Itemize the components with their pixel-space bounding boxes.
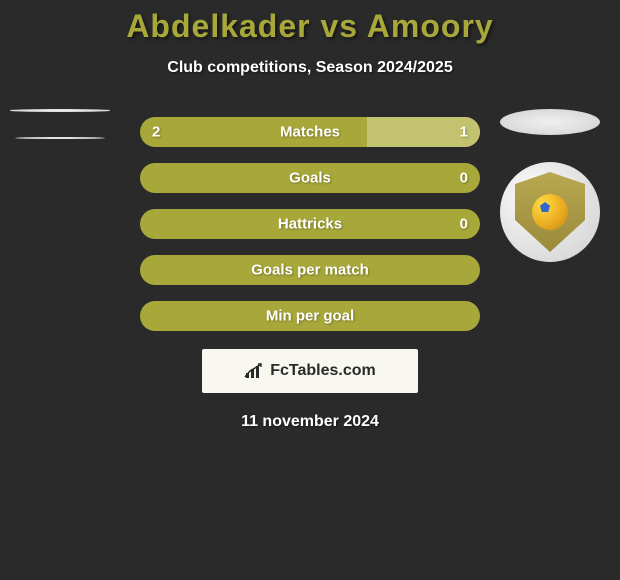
stat-row: 2 Matches 1 — [140, 117, 480, 147]
page-subtitle: Club competitions, Season 2024/2025 — [0, 59, 620, 77]
chart-icon — [244, 363, 264, 379]
date-label: 11 november 2024 — [0, 413, 620, 431]
page-title: Abdelkader vs Amoory — [0, 8, 620, 45]
stat-left-value: 2 — [152, 124, 160, 141]
shield-icon — [515, 172, 585, 252]
watermark: FcTables.com — [202, 349, 418, 393]
stat-row: Goals per match — [140, 255, 480, 285]
stat-row: Hattricks 0 — [140, 209, 480, 239]
team-logo — [500, 162, 600, 262]
stat-label: Min per goal — [266, 308, 354, 325]
right-player-badge — [500, 109, 600, 135]
placeholder-icon — [500, 109, 600, 135]
placeholder-icon — [10, 109, 110, 112]
header: Abdelkader vs Amoory Club competitions, … — [0, 0, 620, 77]
stat-right-value: 1 — [460, 124, 468, 141]
stat-label: Hattricks — [278, 216, 342, 233]
stat-row: Goals 0 — [140, 163, 480, 193]
stat-label: Matches — [280, 124, 340, 141]
placeholder-icon — [15, 137, 105, 139]
stat-right-value: 0 — [460, 216, 468, 233]
watermark-text: FcTables.com — [270, 362, 376, 380]
stat-row: Min per goal — [140, 301, 480, 331]
stat-label: Goals per match — [251, 262, 369, 279]
left-player-badge — [10, 109, 110, 139]
stat-right-value: 0 — [460, 170, 468, 187]
stat-label: Goals — [289, 170, 331, 187]
stats-container: 2 Matches 1 Goals 0 Hattricks 0 Goals per match… — [0, 117, 620, 431]
ball-icon — [532, 194, 568, 230]
